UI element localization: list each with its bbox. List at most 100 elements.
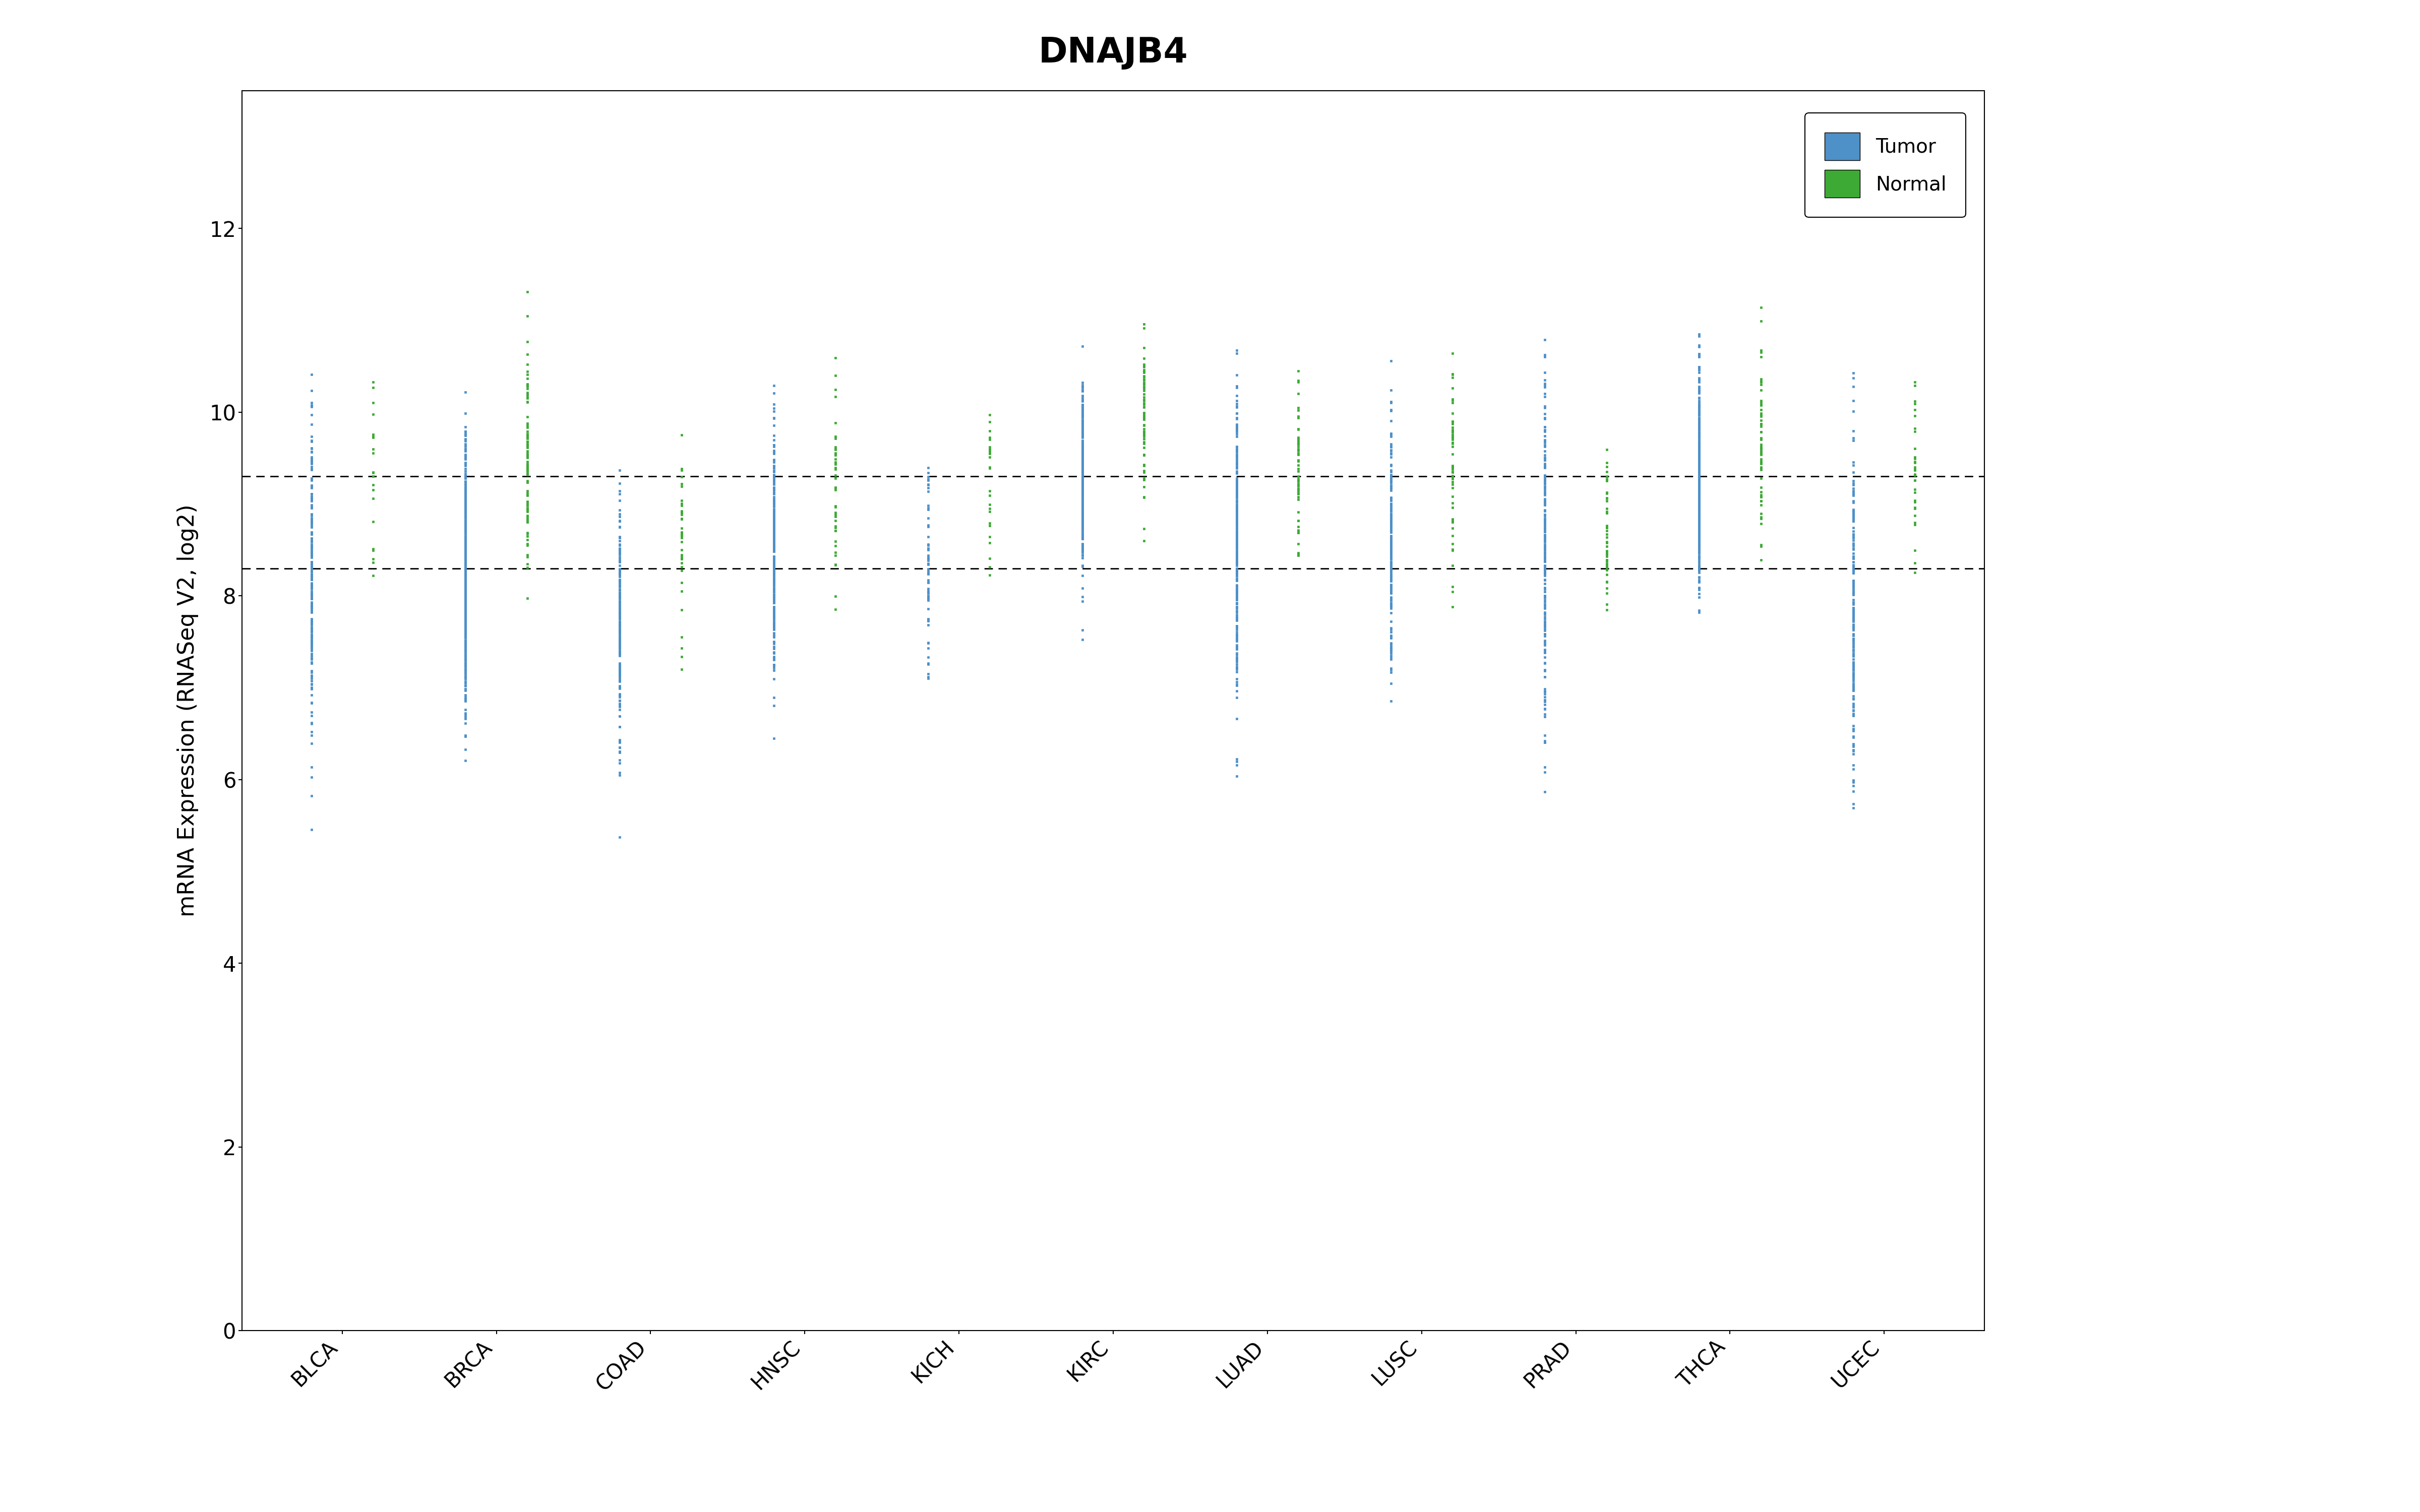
Point — [293, 664, 332, 688]
Point — [1062, 532, 1101, 556]
Point — [1062, 375, 1101, 399]
Point — [1217, 624, 1256, 649]
Point — [755, 579, 794, 603]
Point — [293, 537, 332, 561]
Point — [1525, 528, 1563, 552]
Point — [1062, 485, 1101, 510]
Point — [1679, 445, 1718, 469]
Point — [755, 502, 794, 526]
Point — [1834, 635, 1873, 659]
Point — [1062, 516, 1101, 540]
Point — [1217, 414, 1256, 438]
Point — [1217, 550, 1256, 575]
Point — [445, 561, 484, 585]
Point — [1062, 476, 1101, 500]
Point — [1525, 682, 1563, 706]
Point — [1525, 507, 1563, 531]
Point — [445, 581, 484, 605]
Point — [1125, 372, 1164, 396]
Point — [1679, 478, 1718, 502]
Point — [1525, 634, 1563, 658]
Point — [1217, 472, 1256, 496]
Point — [445, 434, 484, 458]
Point — [1679, 375, 1718, 399]
Point — [1525, 464, 1563, 488]
Point — [445, 631, 484, 655]
Point — [1525, 528, 1563, 552]
Point — [508, 543, 547, 567]
Point — [1525, 508, 1563, 532]
Point — [1834, 473, 1873, 497]
Point — [1217, 600, 1256, 624]
Point — [1679, 426, 1718, 451]
Point — [600, 538, 639, 562]
Point — [445, 469, 484, 493]
Point — [1062, 496, 1101, 520]
Point — [445, 564, 484, 588]
Point — [445, 423, 484, 448]
Point — [600, 537, 639, 561]
Point — [445, 553, 484, 578]
Point — [293, 435, 332, 460]
Point — [1062, 469, 1101, 493]
Point — [1062, 449, 1101, 473]
Point — [293, 550, 332, 575]
Point — [1679, 532, 1718, 556]
Point — [1062, 490, 1101, 514]
Point — [1433, 376, 1471, 401]
Point — [508, 425, 547, 449]
Point — [1834, 488, 1873, 513]
Point — [1217, 544, 1256, 569]
Point — [1372, 535, 1411, 559]
Point — [1834, 525, 1873, 549]
Point — [1525, 372, 1563, 396]
Point — [1217, 670, 1256, 694]
Point — [445, 594, 484, 618]
Point — [1679, 502, 1718, 526]
Point — [445, 582, 484, 606]
Point — [1679, 451, 1718, 475]
Point — [600, 670, 639, 694]
Point — [1834, 596, 1873, 620]
Point — [445, 532, 484, 556]
Point — [1062, 399, 1101, 423]
Point — [1679, 482, 1718, 507]
Point — [1217, 546, 1256, 570]
Point — [293, 631, 332, 655]
Point — [1217, 522, 1256, 546]
Point — [755, 555, 794, 579]
Point — [508, 470, 547, 494]
Point — [600, 715, 639, 739]
Point — [1742, 547, 1781, 572]
Point — [600, 653, 639, 677]
Point — [600, 582, 639, 606]
Point — [1125, 405, 1164, 429]
Point — [445, 567, 484, 591]
Point — [1125, 372, 1164, 396]
Point — [508, 522, 547, 546]
Point — [1525, 505, 1563, 529]
Point — [1834, 503, 1873, 528]
Point — [1525, 702, 1563, 726]
Point — [755, 615, 794, 640]
Point — [1372, 464, 1411, 488]
Point — [1525, 519, 1563, 543]
Point — [508, 434, 547, 458]
Point — [816, 519, 854, 543]
Point — [1742, 458, 1781, 482]
Point — [816, 378, 854, 402]
Point — [293, 593, 332, 617]
Point — [1062, 393, 1101, 417]
Point — [1372, 587, 1411, 611]
Point — [755, 647, 794, 671]
Point — [1679, 517, 1718, 541]
Point — [755, 491, 794, 516]
Point — [1834, 546, 1873, 570]
Point — [1834, 614, 1873, 638]
Point — [1679, 422, 1718, 446]
Point — [1372, 516, 1411, 540]
Point — [1679, 479, 1718, 503]
Point — [755, 455, 794, 479]
Point — [600, 715, 639, 739]
Point — [1679, 463, 1718, 487]
